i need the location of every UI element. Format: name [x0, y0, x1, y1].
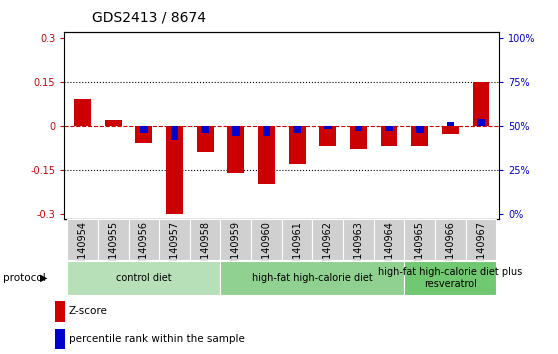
Text: protocol: protocol: [3, 273, 46, 283]
Bar: [324, 126, 331, 129]
Bar: [171, 126, 179, 140]
Bar: [74, 99, 91, 126]
Bar: [343, 219, 374, 260]
Bar: [159, 219, 190, 260]
Text: ▶: ▶: [40, 273, 47, 283]
Bar: [140, 126, 148, 133]
Bar: [136, 126, 152, 143]
Bar: [98, 219, 128, 260]
Text: high-fat high-calorie diet: high-fat high-calorie diet: [252, 273, 373, 283]
Bar: [263, 126, 270, 136]
Bar: [294, 126, 301, 133]
Bar: [354, 126, 362, 131]
Bar: [312, 219, 343, 260]
Text: GDS2413 / 8674: GDS2413 / 8674: [92, 11, 206, 25]
Text: GSM140961: GSM140961: [292, 221, 302, 280]
Bar: [350, 126, 367, 149]
Bar: [220, 261, 405, 295]
Text: GSM140959: GSM140959: [231, 221, 241, 280]
Bar: [319, 126, 336, 146]
Text: percentile rank within the sample: percentile rank within the sample: [69, 334, 244, 344]
Bar: [67, 219, 98, 260]
Bar: [411, 126, 428, 146]
Text: Z-score: Z-score: [69, 306, 108, 316]
Bar: [228, 126, 244, 173]
Text: GSM140954: GSM140954: [78, 221, 88, 280]
Bar: [55, 302, 65, 322]
Bar: [435, 219, 466, 260]
Bar: [446, 122, 454, 126]
Bar: [197, 126, 214, 152]
Text: GSM140964: GSM140964: [384, 221, 394, 280]
Bar: [220, 219, 251, 260]
Bar: [385, 126, 393, 131]
Bar: [381, 126, 397, 146]
Bar: [282, 219, 312, 260]
Bar: [232, 126, 239, 136]
Bar: [416, 126, 424, 133]
Bar: [67, 261, 220, 295]
Text: GSM140962: GSM140962: [323, 221, 333, 280]
Bar: [477, 119, 485, 126]
Bar: [288, 126, 306, 164]
Text: GSM140956: GSM140956: [139, 221, 149, 280]
Bar: [258, 126, 275, 184]
Bar: [201, 126, 209, 133]
Bar: [55, 329, 65, 349]
Text: GSM140963: GSM140963: [353, 221, 363, 280]
Text: high-fat high-calorie diet plus
resveratrol: high-fat high-calorie diet plus resverat…: [378, 267, 522, 289]
Text: GSM140955: GSM140955: [108, 221, 118, 280]
Bar: [166, 126, 183, 213]
Bar: [374, 219, 405, 260]
Bar: [405, 219, 435, 260]
Bar: [466, 219, 497, 260]
Bar: [405, 261, 497, 295]
Bar: [251, 219, 282, 260]
Bar: [473, 82, 489, 126]
Text: GSM140958: GSM140958: [200, 221, 210, 280]
Text: GSM140960: GSM140960: [262, 221, 271, 280]
Text: GSM140965: GSM140965: [415, 221, 425, 280]
Bar: [442, 126, 459, 135]
Text: GSM140966: GSM140966: [445, 221, 455, 280]
Bar: [105, 120, 122, 126]
Text: control diet: control diet: [116, 273, 172, 283]
Bar: [190, 219, 220, 260]
Bar: [128, 219, 159, 260]
Text: GSM140967: GSM140967: [476, 221, 486, 280]
Text: GSM140957: GSM140957: [170, 221, 180, 280]
